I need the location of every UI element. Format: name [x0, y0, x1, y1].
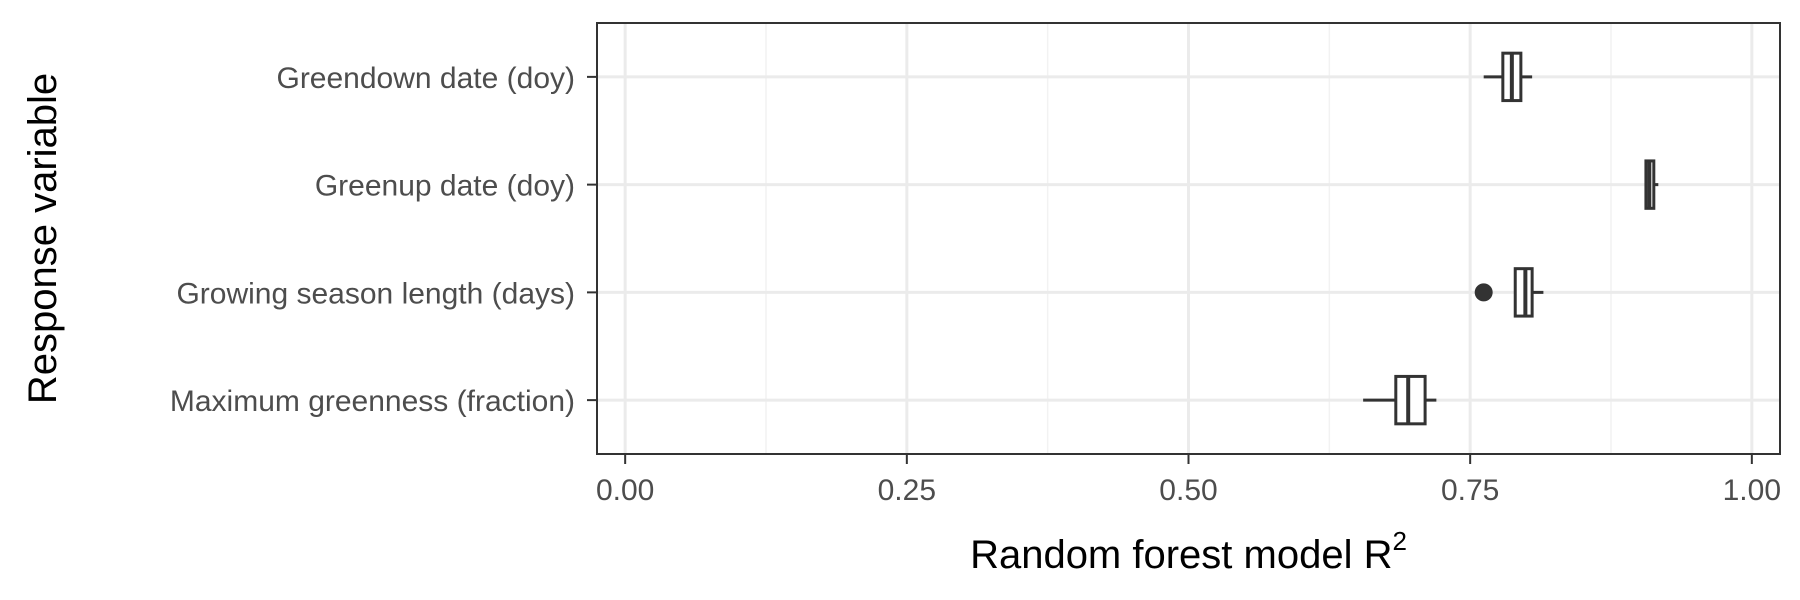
- box-iqr: [1394, 374, 1427, 426]
- y-tick-label: Maximum greenness (fraction): [170, 385, 575, 418]
- major-gridlines: [597, 23, 1780, 454]
- y-tick-label: Growing season length (days): [176, 277, 575, 310]
- x-tick-label: 1.00: [1723, 474, 1781, 507]
- box-1: [1644, 159, 1659, 210]
- minor-gridlines: [765, 23, 1612, 454]
- x-tick-label: 0.25: [878, 474, 936, 507]
- box-0: [1483, 51, 1533, 103]
- x-axis-title-superscript: 2: [1392, 526, 1406, 556]
- x-tick-label: 0.75: [1441, 474, 1499, 507]
- x-axis-title-main: Random forest model R: [970, 533, 1392, 577]
- box-2: [1474, 267, 1544, 318]
- x-axis-title: Random forest model R2: [970, 526, 1407, 577]
- box-3: [1363, 374, 1437, 426]
- x-tick-label: 0.50: [1159, 474, 1217, 507]
- y-tick-label: Greenup date (doy): [315, 170, 575, 203]
- y-axis-ticks: Greendown date (doy) Greenup date (doy) Gr…: [170, 62, 597, 418]
- box-series: [1363, 51, 1659, 426]
- y-tick-label: Greendown date (doy): [276, 62, 575, 95]
- x-tick-label: 0.00: [596, 474, 654, 507]
- x-axis-ticks: 0.00 0.25 0.50 0.75 1.00: [596, 454, 1781, 507]
- outlier-point: [1474, 283, 1493, 302]
- y-axis-title: Response variable: [21, 73, 65, 404]
